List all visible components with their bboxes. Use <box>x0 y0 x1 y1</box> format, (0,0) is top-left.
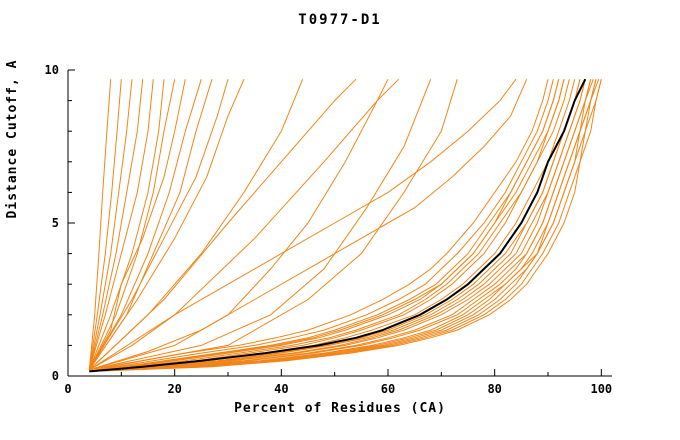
y-tick-label: 10 <box>45 63 59 77</box>
x-tick-label: 0 <box>64 382 71 396</box>
x-tick-label: 60 <box>381 382 395 396</box>
x-axis-label: Percent of Residues (CA) <box>234 401 446 416</box>
y-tick-label: 5 <box>52 216 59 230</box>
x-tick-label: 80 <box>487 382 501 396</box>
x-tick-label: 20 <box>167 382 181 396</box>
chart-title: T0977-D1 <box>298 12 382 28</box>
y-tick-label: 0 <box>52 369 59 383</box>
x-tick-label: 40 <box>274 382 288 396</box>
x-tick-label: 100 <box>590 382 612 396</box>
